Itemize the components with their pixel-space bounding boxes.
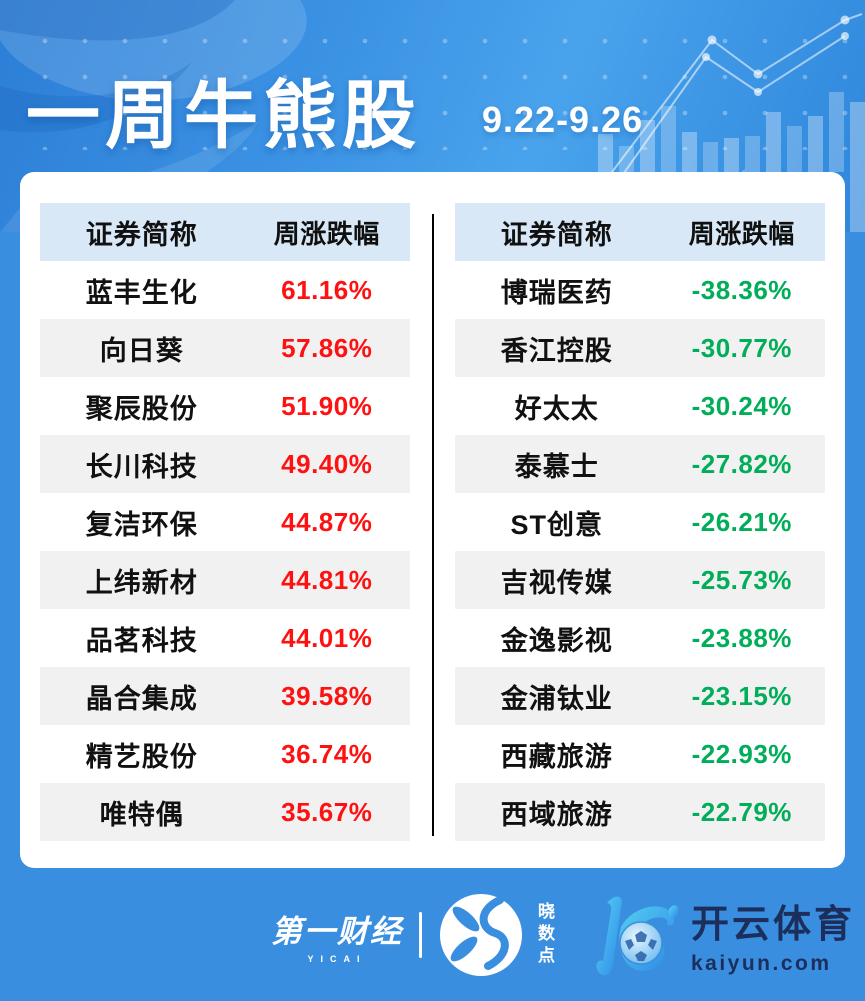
xiaoshudian-logo-text: 晓数点: [534, 901, 554, 968]
stock-change: 57.86%: [281, 332, 373, 363]
column-header-name: 证券简称: [85, 219, 198, 250]
kaiyun-logo-text: 开云体育: [690, 904, 855, 946]
losers-table: 证券简称 周涨跌幅 博瑞医药 -38.36% 香江控股 -30.77% 好太太 -30.2…: [455, 203, 825, 841]
table-row: 品茗科技 44.01%: [40, 609, 410, 667]
table-row: 唯特偶 35.67%: [40, 783, 410, 841]
column-header-change: 周涨跌幅: [688, 218, 795, 249]
stock-name: 晶合集成: [85, 683, 198, 714]
stock-change: 36.74%: [281, 738, 373, 769]
table-row: 西藏旅游 -22.93%: [455, 725, 825, 783]
stock-change: -23.15%: [691, 680, 792, 711]
yicai-logo-text: 第一财经: [270, 913, 403, 949]
xiaoshudian-circle-icon: [439, 893, 522, 976]
stock-change: 61.16%: [281, 274, 373, 305]
banner-decoration-graphic: [0, 0, 865, 232]
stock-change: -22.93%: [691, 738, 792, 769]
stock-name: 西藏旅游: [500, 741, 613, 772]
yicai-logo-subtext: YICAI: [307, 953, 367, 964]
stock-name: 金浦钛业: [500, 683, 613, 714]
tables-card: 证券简称 周涨跌幅 蓝丰生化 61.16% 向日葵 57.86% 聚辰股份 51.90% 长…: [20, 172, 845, 868]
table-row: 吉视传媒 -25.73%: [455, 551, 825, 609]
table-row: ST创意 -26.21%: [455, 493, 825, 551]
stock-name: 聚辰股份: [85, 393, 198, 424]
gainers-table: 证券简称 周涨跌幅 蓝丰生化 61.16% 向日葵 57.86% 聚辰股份 51.90% 长…: [40, 203, 410, 841]
table-row: 复洁环保 44.87%: [40, 493, 410, 551]
table-row: 蓝丰生化 61.16%: [40, 261, 410, 319]
column-header-change: 周涨跌幅: [273, 218, 380, 249]
stock-change: -30.77%: [691, 332, 792, 363]
table-divider: [431, 214, 434, 836]
stock-change: 39.58%: [281, 680, 373, 711]
stock-name: 博瑞医药: [500, 277, 613, 308]
stock-name: 复洁环保: [85, 509, 198, 540]
stock-change: -38.36%: [691, 274, 792, 305]
stock-change: 44.87%: [281, 506, 373, 537]
date-range: 9.22-9.26: [482, 99, 644, 140]
table-row: 金逸影视 -23.88%: [455, 609, 825, 667]
gainers-table-body: 蓝丰生化 61.16% 向日葵 57.86% 聚辰股份 51.90% 长川科技 49.40% 复…: [40, 261, 410, 841]
table-row: 精艺股份 36.74%: [40, 725, 410, 783]
table-row: 聚辰股份 51.90%: [40, 377, 410, 435]
stock-change: -30.24%: [691, 390, 792, 421]
stock-name: 吉视传媒: [500, 567, 613, 598]
column-header-name: 证券简称: [500, 219, 613, 250]
stock-name: 品茗科技: [85, 625, 198, 656]
losers-table-body: 博瑞医药 -38.36% 香江控股 -30.77% 好太太 -30.24% 泰慕士 -27.8…: [455, 261, 825, 841]
footer-divider: [418, 911, 422, 958]
table-row: 向日葵 57.86%: [40, 319, 410, 377]
table-row: 长川科技 49.40%: [40, 435, 410, 493]
table-row: 好太太 -30.24%: [455, 377, 825, 435]
page-title: 一周牛熊股: [26, 74, 421, 157]
table-row: 晶合集成 39.58%: [40, 667, 410, 725]
stock-name: 泰慕士: [514, 451, 599, 482]
stock-name: 蓝丰生化: [85, 277, 198, 308]
gainers-table-header: 证券简称 周涨跌幅: [40, 203, 410, 261]
stock-change: 44.81%: [281, 564, 373, 595]
table-row: 博瑞医药 -38.36%: [455, 261, 825, 319]
banner: 一周牛熊股 9.22-9.26: [0, 0, 865, 232]
stock-name: 长川科技: [85, 451, 198, 482]
stock-name: 唯特偶: [99, 799, 184, 830]
losers-table-header: 证券简称 周涨跌幅: [455, 203, 825, 261]
stock-change: -26.21%: [691, 506, 792, 537]
stock-change: 49.40%: [281, 448, 373, 479]
stock-change: 44.01%: [281, 622, 373, 653]
stock-change: -22.79%: [691, 796, 792, 827]
yicai-logo: 第一财经 YICAI: [271, 906, 403, 964]
table-row: 西域旅游 -22.79%: [455, 783, 825, 841]
stock-name: 好太太: [514, 393, 599, 424]
stock-change: -25.73%: [691, 564, 792, 595]
stock-name: 向日葵: [99, 335, 184, 366]
table-row: 泰慕士 -27.82%: [455, 435, 825, 493]
kaiyun-k-icon: [596, 896, 679, 975]
stock-change: 35.67%: [281, 796, 373, 827]
stock-name: 精艺股份: [85, 741, 198, 772]
stock-change: -23.88%: [691, 622, 792, 653]
table-row: 金浦钛业 -23.15%: [455, 667, 825, 725]
table-row: 上纬新材 44.81%: [40, 551, 410, 609]
footer: 第一财经 YICAI 晓数点: [0, 868, 865, 1001]
stock-name: 香江控股: [500, 335, 613, 366]
xiaoshudian-logo: 晓数点: [438, 892, 557, 978]
stock-name: 上纬新材: [85, 567, 198, 598]
stock-name: ST创意: [510, 509, 603, 540]
kaiyun-domain-text: kaiyun.com: [690, 952, 832, 975]
stock-name: 金逸影视: [500, 625, 613, 656]
stock-name: 西域旅游: [500, 799, 613, 830]
table-row: 香江控股 -30.77%: [455, 319, 825, 377]
stock-change: 51.90%: [281, 390, 373, 421]
stock-change: -27.82%: [691, 448, 792, 479]
kaiyun-logo: 开云体育 kaiyun.com: [585, 887, 855, 983]
